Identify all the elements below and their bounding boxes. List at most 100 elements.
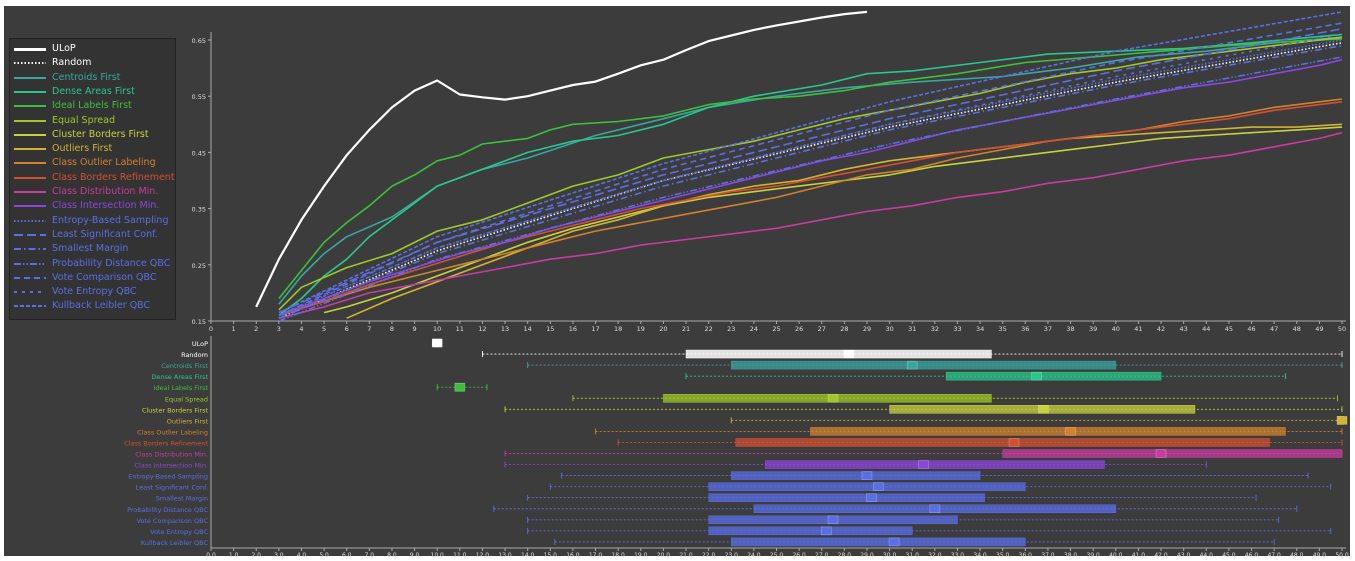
box-row: Ideal Labels First [153,382,488,392]
y-tick-label: 0.35 [192,206,206,214]
series-line-random [278,42,1343,319]
x-tick-label: 0 [209,325,213,333]
legend-item: Dense Areas First [14,85,135,99]
legend-item: Random [14,56,91,70]
legend-item: Probability Distance QBC [14,257,170,271]
box-median [906,360,918,370]
legend-item: Class Distribution Min. [14,185,158,199]
box-x-tick-label: 33.0 [951,552,965,559]
box-row-label: Cluster Borders First [142,406,209,414]
x-tick-label: 8 [390,325,394,333]
box-x-tick-label: 10.0 [431,552,445,559]
box-row-label: Vote Entropy QBC [150,528,208,536]
x-tick-label: 26 [795,325,803,333]
series-line-class-distribution-min- [278,131,1343,319]
x-tick-label: 18 [614,325,622,333]
box-x-tick-label: 30.0 [883,552,897,559]
box-x-tick-label: 3.0 [274,552,284,559]
box-row: Least Significant Conf. [136,482,1332,492]
box-iqr [735,438,1270,447]
box-x-tick-label: 6.0 [342,552,352,559]
legend-item: Outliers First [14,142,112,156]
legend-label: ULoP [52,43,76,54]
box-row-label: Class Intersection Min. [135,462,209,470]
x-tick-label: 19 [637,325,645,333]
box-x-tick-label: 26.0 [792,552,806,559]
box-x-tick-label: 7.0 [365,552,375,559]
x-tick-label: 11 [456,325,464,333]
box-x-tick-label: 40.0 [1109,552,1123,559]
legend-item: Least Significant Conf. [14,228,158,242]
legend-swatch [14,76,46,79]
x-tick-label: 15 [546,325,554,333]
box-x-tick-label: 49.0 [1313,552,1327,559]
legend-label: Probability Distance QBC [52,257,171,269]
x-tick-label: 12 [478,325,486,333]
series-line-ideal-labels-first [278,38,1343,300]
box-row: ULoP [192,338,443,348]
x-tick-label: 37 [1044,325,1052,333]
box-x-tick-label: 27.0 [815,552,829,559]
box-row-label: Vote Comparison QBC [136,517,208,525]
x-tick-label: 13 [501,325,509,333]
box-x-tick-label: 22.0 [702,552,716,559]
x-tick-label: 29 [863,325,871,333]
x-tick-label: 35 [999,325,1007,333]
series-line-centroids-first [278,36,1343,305]
box-row-label: Random [181,351,208,359]
box-row: Cluster Borders First [142,404,1343,414]
box-row-label: Class Distribution Min. [135,451,208,459]
x-tick-label: 21 [682,325,690,333]
box-x-tick-label: 31.0 [906,552,920,559]
box-x-tick-label: 12.0 [476,552,490,559]
series-line-class-outlier-labeling [278,98,1343,317]
box-iqr [708,493,985,502]
legend-swatch [14,219,46,222]
box-row: Centroids First [161,360,1343,370]
box-row-label: Probability Distance QBC [127,506,208,514]
legend-swatch [14,233,46,236]
x-tick-label: 39 [1089,325,1097,333]
box-iqr [1002,449,1343,458]
box-x-tick-label: 19.0 [634,552,648,559]
box-median [431,338,443,348]
legend-swatch [14,47,46,51]
series-line-cluster-borders-first [323,126,1343,314]
box-x-tick-label: 0.0 [206,552,216,559]
box-x-tick-label: 45.0 [1222,552,1236,559]
box-row: Class Borders Refinement [124,438,1343,447]
legend-label: Ideal Labels First [52,100,132,112]
box-plot: 0.0 1.0 2.0 3.0 4.0 5.0 6.0 7.0 8.0 9.0 10.0 11.0 12… [124,336,1349,559]
legend-label: Kullback Leibler QBC [52,300,151,312]
legend-swatch [14,276,46,279]
legend-label: Outliers First [52,143,113,155]
box-median [827,393,839,403]
legend-label: Class Intersection Min. [52,200,160,212]
box-iqr [708,526,913,536]
x-tick-label: 7 [367,325,371,333]
box-median [929,504,941,514]
legend-item: Class Borders Refinement [14,171,175,185]
y-tick-label: 0.45 [192,149,206,157]
x-tick-label: 16 [569,325,577,333]
legend-item: Kullback Leibler QBC [14,299,150,313]
box-median [1031,371,1042,381]
y-tick-label: 0.65 [192,37,206,45]
box-row-label: Least Significant Conf. [136,484,208,492]
x-tick-label: 34 [976,325,984,333]
legend-item: Class Intersection Min. [14,199,159,213]
box-row: Equal Spread [165,393,1338,403]
legend-item: Equal Spread [14,114,115,128]
legend: ULoP Random Centroids First Dense Areas Fir… [9,38,176,320]
box-row: Dense Areas First [151,371,1286,381]
box-row-label: Class Borders Refinement [124,439,208,447]
series-line-vote-comparison-qbc [278,22,1343,317]
legend-item: Vote Comparison QBC [14,271,157,285]
box-x-tick-label: 28.0 [838,552,852,559]
box-x-tick-label: 9.0 [410,552,420,559]
box-row-label: Smallest Margin [156,495,208,503]
legend-label: Vote Comparison QBC [52,271,157,283]
legend-swatch [14,62,46,65]
series-line-ulop [255,10,868,308]
